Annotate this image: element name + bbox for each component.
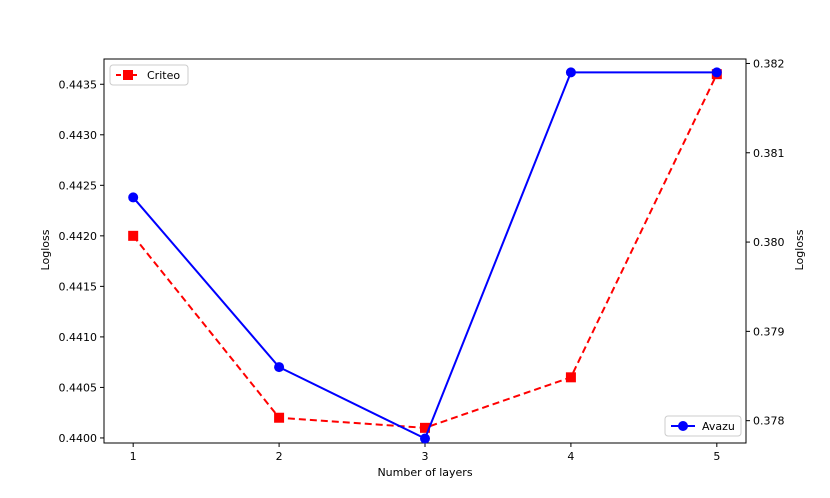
y-right-tick-label: 0.382 <box>753 57 785 70</box>
x-tick-label: 1 <box>130 450 137 463</box>
y-right-tick-label: 0.379 <box>753 325 785 338</box>
y-right-tick-label: 0.381 <box>753 147 785 160</box>
data-point-avazu <box>274 362 285 373</box>
y-left-tick-label: 0.4400 <box>59 432 98 445</box>
data-point-avazu <box>711 67 722 78</box>
x-tick-label: 2 <box>276 450 283 463</box>
y-left-tick-label: 0.4435 <box>59 78 98 91</box>
legend-avazu: Avazu <box>664 415 742 437</box>
y-left-tick-label: 0.4410 <box>59 331 98 344</box>
legend-box <box>664 415 742 437</box>
legend-criteo: Criteo <box>109 64 189 86</box>
data-point-avazu <box>565 67 576 78</box>
legend-marker-avazu <box>678 421 688 431</box>
series-line-avazu <box>132 71 717 440</box>
y-left-tick-label: 0.4420 <box>59 230 98 243</box>
y-left-tick-label: 0.4415 <box>59 280 98 293</box>
plot-border <box>103 58 747 444</box>
x-axis: 1 2 3 4 5 <box>130 443 720 463</box>
y-axis-right-label: Logloss <box>793 229 806 270</box>
legend-marker-criteo <box>123 70 133 80</box>
y-left-tick-label: 0.4425 <box>59 179 98 192</box>
data-point-criteo <box>274 412 285 423</box>
y-axis-right: 0.378 0.379 0.380 0.381 0.382 <box>746 57 785 428</box>
x-tick-label: 3 <box>422 450 429 463</box>
data-point-criteo <box>420 422 430 433</box>
legend-label-criteo: Criteo <box>147 69 180 82</box>
y-right-tick-label: 0.378 <box>753 415 785 428</box>
data-point-criteo <box>565 372 576 383</box>
x-tick-label: 4 <box>567 450 574 463</box>
data-point-avazu <box>128 192 139 203</box>
y-right-tick-label: 0.380 <box>753 236 785 249</box>
data-point-avazu <box>420 433 430 444</box>
series-line-criteo <box>132 73 718 429</box>
x-axis-label: Number of layers <box>377 466 472 479</box>
y-left-tick-label: 0.4430 <box>59 129 98 142</box>
series-layer <box>128 67 722 444</box>
x-tick-label: 5 <box>713 450 720 463</box>
plot-frame <box>103 58 747 444</box>
legend-label-avazu: Avazu <box>702 420 735 433</box>
y-axis-left: 0.4400 0.4405 0.4410 0.4415 0.4420 0.4425 0.44… <box>59 78 104 445</box>
y-left-tick-label: 0.4405 <box>59 381 98 394</box>
y-axis-left-label: Logloss <box>39 229 52 270</box>
data-point-criteo <box>128 230 139 241</box>
